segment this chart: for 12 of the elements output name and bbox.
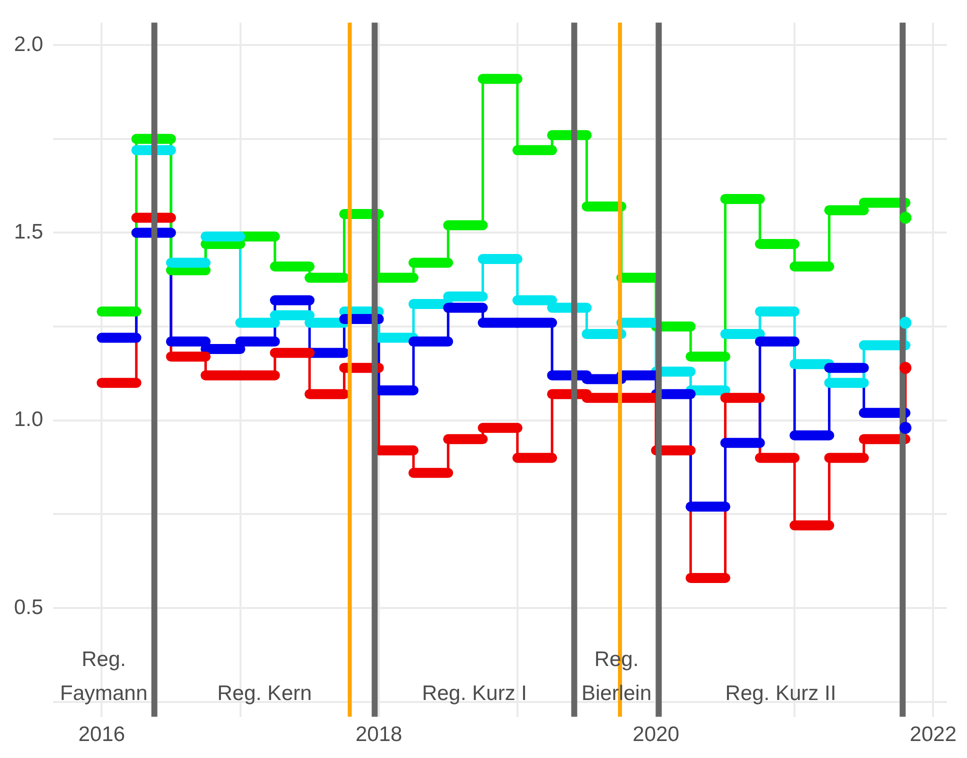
- x-tick-label: 2018: [355, 723, 402, 746]
- y-tick-label: 1.5: [14, 220, 44, 244]
- y-tick-label: 2.0: [14, 32, 44, 56]
- x-tick-label: 2016: [78, 723, 126, 746]
- annotation: Reg. Kurz II: [725, 682, 836, 706]
- y-tick-label: 0.5: [14, 596, 44, 619]
- annotation: Reg. Kern: [217, 682, 312, 706]
- x-tick-label: 2020: [632, 723, 680, 746]
- annotation: Reg. Faymann: [60, 648, 148, 706]
- x-tick-label: 2022: [910, 723, 956, 746]
- annotation: Reg. Kurz I: [422, 682, 527, 706]
- y-tick-label: 1.0: [14, 408, 44, 432]
